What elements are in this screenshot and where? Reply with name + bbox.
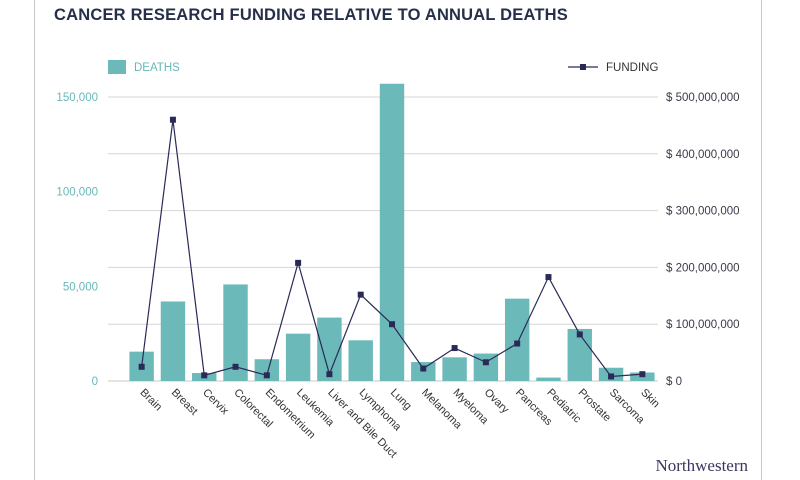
funding-point — [232, 363, 239, 370]
legend-deaths-swatch — [108, 60, 126, 74]
deaths-bar — [442, 357, 467, 381]
legend-funding-label: FUNDING — [606, 62, 658, 74]
legend-funding-marker — [580, 64, 586, 70]
funding-point — [138, 363, 145, 370]
deaths-bar — [411, 362, 436, 381]
deaths-bar — [317, 317, 342, 381]
x-tick-label: Cervix — [200, 387, 231, 418]
deaths-bar — [285, 333, 311, 381]
funding-point — [389, 321, 395, 328]
y-right-tick-label: $ 100,000,000 — [666, 319, 740, 331]
funding-point — [482, 359, 489, 366]
y-left-tick-label: 150,000 — [56, 92, 98, 104]
y-left-tick-label: 100,000 — [56, 187, 98, 199]
deaths-bar — [504, 298, 530, 381]
funding-point — [357, 291, 364, 298]
funding-point — [420, 365, 427, 372]
x-tick-label: Lung — [388, 387, 414, 413]
funding-point — [169, 116, 176, 123]
x-tick-label: Skin — [638, 387, 662, 411]
y-left-tick-label: 50,000 — [63, 281, 98, 293]
funding-point — [263, 372, 270, 379]
deaths-bar — [379, 83, 405, 381]
brand-logo-text: Northwestern — [655, 456, 748, 475]
funding-point — [545, 274, 552, 281]
x-tick-label: Ovary — [482, 387, 512, 417]
x-tick-label: Breast — [169, 387, 200, 418]
funding-point — [514, 340, 521, 347]
chart-frame — [34, 0, 762, 480]
funding-point — [451, 345, 458, 352]
y-right-tick-label: $ 400,000,000 — [666, 149, 740, 161]
funding-point — [608, 373, 615, 380]
y-left-tick-label: 0 — [92, 376, 98, 388]
deaths-bar — [348, 340, 373, 381]
chart-title: CANCER RESEARCH FUNDING RELATIVE TO ANNU… — [54, 6, 568, 24]
legend-deaths-label: DEATHS — [134, 62, 180, 74]
deaths-bar — [567, 328, 592, 381]
funding-point — [326, 371, 333, 378]
deaths-bar — [254, 359, 280, 381]
y-right-tick-label: $ 500,000,000 — [666, 92, 740, 104]
funding-point — [576, 331, 583, 338]
funding-point — [639, 371, 646, 378]
funding-point — [295, 259, 302, 266]
deaths-bar — [160, 301, 186, 381]
y-right-tick-label: $ 300,000,000 — [666, 206, 740, 218]
x-tick-label: Brain — [138, 387, 165, 414]
deaths-bar — [536, 377, 561, 381]
y-right-tick-label: $ 200,000,000 — [666, 262, 740, 274]
y-right-tick-label: $ 0 — [666, 376, 682, 388]
funding-point — [201, 372, 208, 379]
